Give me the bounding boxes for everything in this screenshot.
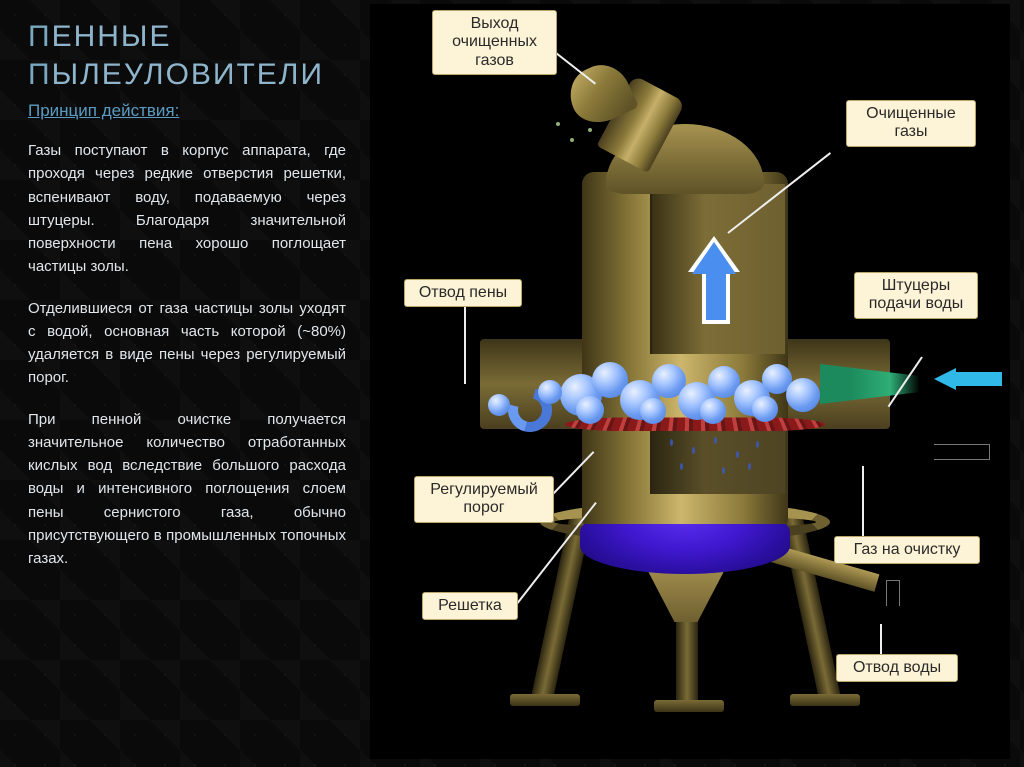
label-gas-inlet: Газ на очистку xyxy=(834,536,980,564)
text-column: ПЕННЫЕ ПЫЛЕУЛОВИТЕЛИ Принцип действия: Г… xyxy=(0,0,360,767)
leader-gas-inlet xyxy=(862,466,864,538)
gas-in-arrow-head xyxy=(908,439,934,465)
title-cap2: П xyxy=(28,58,52,91)
subtitle: Принцип действия: xyxy=(28,101,346,121)
label-threshold: Регулируемый порог xyxy=(414,476,554,523)
slide-root: ПЕННЫЕ ПЫЛЕУЛОВИТЕЛИ Принцип действия: Г… xyxy=(0,0,1024,767)
particle-dot xyxy=(570,138,574,142)
lower-cutaway xyxy=(650,429,785,494)
leader-foam-outlet xyxy=(464,304,466,384)
water-in-arrow-stem xyxy=(954,372,1002,386)
foam-outflow xyxy=(488,384,568,440)
gas-in-arrow-stem xyxy=(932,444,990,460)
title-rest2: ЫЛЕУЛОВИТЕЛИ xyxy=(52,58,325,91)
paragraph-1: Газы поступают в корпус аппарата, где пр… xyxy=(28,139,346,279)
label-outlet-top: Выход очищенных газов xyxy=(432,10,557,75)
water-in-arrow-head xyxy=(934,368,956,390)
label-cleaned-gases: Очищенные газы xyxy=(846,100,976,147)
foot-left xyxy=(510,694,580,706)
water-out-arrow-head xyxy=(881,606,905,628)
particle-dot xyxy=(588,128,592,132)
paragraph-3: При пенной очистке получается значительн… xyxy=(28,408,346,571)
slide-title: ПЕННЫЕ ПЫЛЕУЛОВИТЕЛИ xyxy=(28,18,346,93)
leader-water-outlet xyxy=(880,624,882,656)
paragraph-2: Отделившиеся от газа частицы золы уходят… xyxy=(28,297,346,390)
inner-arrow-up xyxy=(692,242,736,274)
particle-dot xyxy=(556,122,560,126)
water-spray xyxy=(820,364,920,404)
foot-right xyxy=(790,694,860,706)
water-out-arrow-stem xyxy=(886,580,900,608)
label-water-outlet: Отвод воды xyxy=(836,654,958,682)
foam-layer xyxy=(530,354,840,424)
diagram-column: Выход очищенных газов Очищенные газы Отв… xyxy=(360,0,1024,767)
label-grid: Решетка xyxy=(422,592,518,620)
title-rest1: ЕННЫЕ xyxy=(52,20,172,53)
title-cap1: П xyxy=(28,20,52,53)
label-foam-outlet: Отвод пены xyxy=(404,279,522,307)
apparatus-diagram: Выход очищенных газов Очищенные газы Отв… xyxy=(370,4,1010,759)
foot-back xyxy=(654,700,724,712)
label-water-fittings: Штуцеры подачи воды xyxy=(854,272,978,319)
inner-arrow-stem xyxy=(706,272,726,320)
